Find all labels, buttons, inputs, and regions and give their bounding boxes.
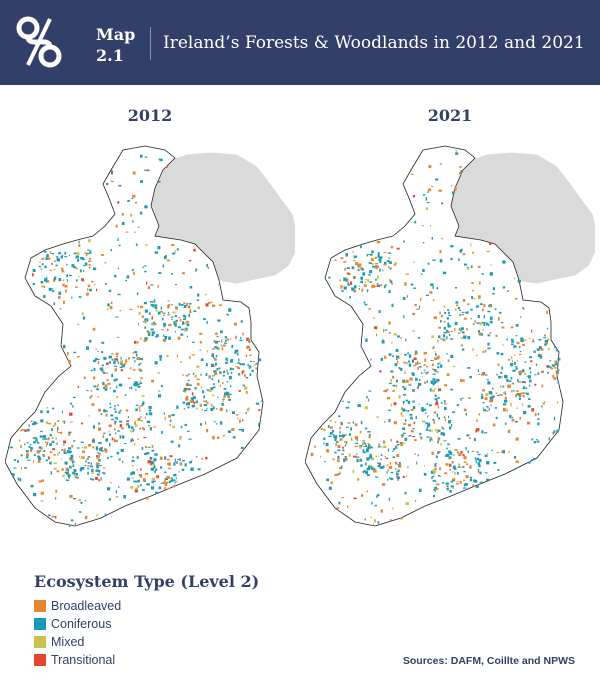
- legend-swatch: [34, 600, 46, 612]
- forest-cover-dots: [9, 154, 262, 527]
- forest-cover-dots: [310, 150, 561, 525]
- legend-label: Broadleaved: [51, 599, 122, 613]
- legend-item-mixed: Mixed: [34, 633, 334, 651]
- map-number: 2.1: [96, 46, 124, 65]
- page-title: Ireland’s Forests & Woodlands in 2012 an…: [163, 33, 585, 53]
- legend-swatch: [34, 636, 46, 648]
- header-bar: Map 2.1 Ireland’s Forests & Woodlands in…: [0, 0, 600, 85]
- map-number-label: Map 2.1: [96, 24, 140, 66]
- legend-item-broadleaved: Broadleaved: [34, 597, 334, 615]
- map-2012: [5, 145, 295, 527]
- ireland-outline: [5, 145, 264, 527]
- sources-note: Sources: DAFM, Coillte and NPWS: [402, 655, 575, 667]
- legend-label: Transitional: [51, 653, 116, 667]
- header-divider: [150, 27, 151, 60]
- legend-swatch: [34, 654, 46, 666]
- legend-label: Coniferous: [51, 617, 112, 631]
- map-label: Map: [96, 25, 136, 44]
- legend: Ecosystem Type (Level 2) Broadleaved Con…: [34, 572, 334, 669]
- map-2021: [305, 145, 595, 527]
- legend-label: Mixed: [51, 635, 85, 649]
- legend-item-coniferous: Coniferous: [34, 615, 334, 633]
- legend-title: Ecosystem Type (Level 2): [34, 572, 260, 591]
- legend-item-transitional: Transitional: [34, 651, 334, 669]
- map-year-2012-title: 2012: [127, 106, 173, 125]
- map-year-2021-title: 2021: [427, 106, 473, 125]
- legend-swatch: [34, 618, 46, 630]
- link-knot-logo-icon: [16, 16, 62, 68]
